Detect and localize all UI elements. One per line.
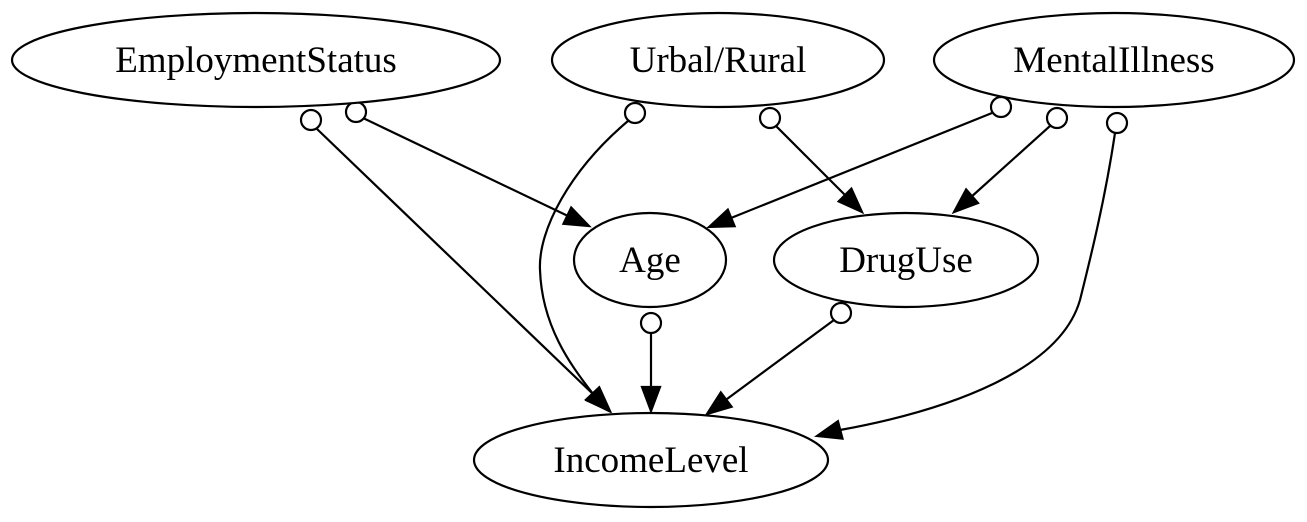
node-mental: MentalIllness (932, 11, 1296, 109)
node-label: EmploymentStatus (115, 40, 397, 81)
node-ellipse (550, 11, 886, 109)
circle-endpoint (829, 301, 853, 325)
edge-mental-to-age (706, 95, 1013, 229)
circle-endpoint (989, 95, 1013, 119)
node-ellipse (10, 11, 502, 109)
edge-line (316, 128, 595, 396)
node-label: Urbal/Rural (630, 40, 807, 81)
circle-endpoint (1105, 111, 1129, 135)
node-ellipse (472, 411, 830, 509)
edge-urban-to-income (538, 101, 647, 414)
edge-line (538, 120, 629, 395)
edge-line (775, 125, 847, 197)
node-label: Age (619, 240, 681, 281)
arrowhead (561, 205, 592, 228)
arrowhead (640, 385, 662, 415)
node-age: Age (572, 211, 728, 309)
edge-line (839, 132, 1117, 432)
node-urban: Urbal/Rural (550, 11, 886, 109)
edges-layer (299, 95, 1129, 440)
arrowhead (951, 187, 980, 215)
arrowhead (836, 186, 865, 215)
arrowhead (706, 207, 737, 229)
node-drug: DrugUse (772, 211, 1040, 309)
edge-line (362, 117, 569, 217)
node-label: MentalIllness (1013, 40, 1214, 81)
nodes-layer: EmploymentStatus Urbal/Rural MentalIllness… (10, 11, 1296, 509)
edge-line (726, 319, 835, 400)
circle-endpoint (299, 108, 323, 132)
edge-mental-to-drug (951, 106, 1069, 215)
arrowhead (704, 390, 734, 416)
edge-drug-to-income (704, 301, 853, 416)
edge-age-to-income (639, 311, 663, 415)
circle-endpoint (639, 311, 663, 335)
node-ellipse (572, 211, 728, 309)
circle-endpoint (758, 106, 782, 130)
node-label: IncomeLevel (553, 440, 748, 481)
node-employment: EmploymentStatus (10, 11, 502, 109)
node-income: IncomeLevel (472, 411, 830, 509)
edge-line (730, 111, 993, 220)
edge-urban-to-drug (758, 106, 865, 215)
circle-endpoint (1045, 106, 1069, 130)
node-ellipse (932, 11, 1296, 109)
node-label: DrugUse (839, 240, 973, 281)
circle-endpoint (344, 100, 368, 124)
edge-mental-to-income (813, 111, 1129, 440)
edge-employment-to-income (299, 108, 613, 414)
node-ellipse (772, 211, 1040, 309)
arrowhead (584, 385, 612, 414)
arrowhead (813, 419, 844, 440)
edge-employment-to-age (344, 100, 592, 228)
edge-line (969, 125, 1051, 199)
circle-endpoint (623, 101, 647, 125)
